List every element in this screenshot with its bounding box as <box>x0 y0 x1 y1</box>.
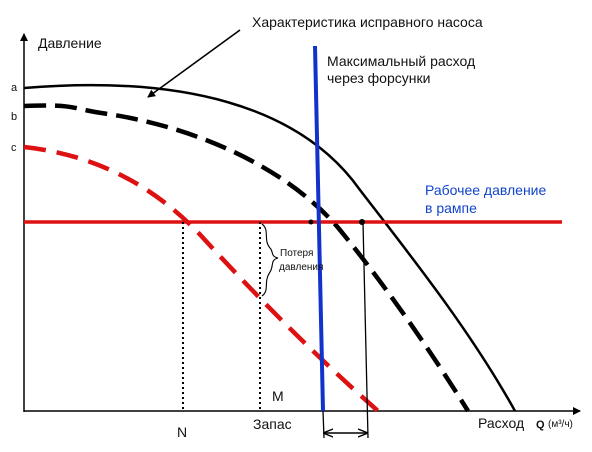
x-axis-symbol: Q <box>536 419 545 431</box>
x-axis-label: Расход <box>478 415 524 431</box>
rail-pressure-label-line2: в рампе <box>425 200 477 216</box>
rail-pressure-label-line1: Рабочее давление <box>425 182 546 198</box>
worn-pump-curve <box>23 103 470 413</box>
healthy-intersection-dot <box>359 219 365 225</box>
point-n-label: N <box>177 424 187 440</box>
point-c-label: c <box>11 142 17 154</box>
worn-intersection-dot <box>308 219 314 225</box>
pressure-loss-brace <box>261 223 279 297</box>
point-a-label: a <box>11 82 18 94</box>
y-axis-label: Давление <box>38 35 102 51</box>
drop-line-healthy <box>362 221 369 439</box>
healthy-pump-curve <box>23 83 517 412</box>
reserve-tick <box>322 410 325 439</box>
faulty-pump-curve <box>23 144 380 413</box>
max-flow-label-line2: через форсунки <box>327 70 430 86</box>
max-flow-label-line1: Максимальный расход <box>327 53 475 69</box>
point-b-label: b <box>11 111 17 123</box>
x-axis-unit: (м³/ч) <box>548 419 573 430</box>
pump-curve-label: Характеристика исправного насоса <box>252 14 483 30</box>
reserve-label: Запас <box>253 416 292 432</box>
point-m-label: M <box>272 388 284 404</box>
pressure-loss-label-line1: Потеря <box>280 248 313 259</box>
max-flow-line <box>313 45 325 412</box>
pump-curve-callout-arrow <box>147 29 241 98</box>
pressure-loss-label-line2: давления <box>279 262 323 273</box>
